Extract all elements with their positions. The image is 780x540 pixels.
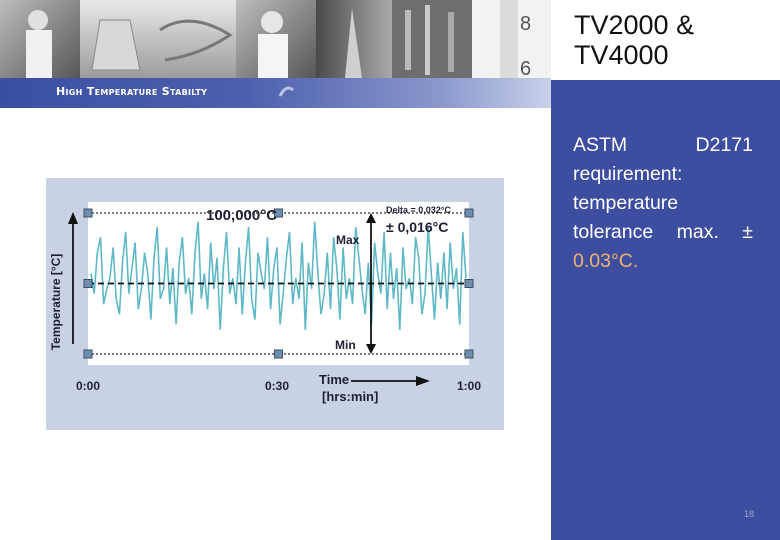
x-axis-unit: [hrs:min] (322, 389, 378, 404)
max-marker (83, 208, 93, 218)
x-axis-arrowhead (416, 376, 430, 386)
svg-text:8: 8 (520, 13, 531, 35)
temperature-trace (90, 221, 467, 330)
section-title: High Temperature Stabilty (56, 85, 208, 98)
temperature-series-line (90, 221, 467, 330)
x-tick-label: 0:30 (265, 379, 289, 393)
product-title: TV2000 & TV4000 (574, 10, 695, 70)
min-marker (274, 349, 283, 359)
temperature-stability-chart: 100,000°C Delta = 0,032°C ± 0,016°C Max … (49, 202, 481, 404)
y-axis-label: Temperature [°C] (49, 254, 63, 351)
min-marker (83, 349, 93, 359)
setpoint-label: 100,000°C (206, 207, 277, 224)
min-marker (464, 349, 474, 359)
tolerance-label: ± 0,016°C (386, 219, 448, 235)
x-tick-label: 0:00 (76, 379, 100, 393)
x-axis-label: Time (319, 372, 349, 387)
max-marker (464, 208, 474, 218)
requirement-tolerance: 0.03°C. (573, 250, 639, 272)
section-title-bar (0, 78, 551, 108)
swirl-logo-icon (278, 86, 294, 97)
requirement-main: ASTM D2171 requirement: temperature tole… (573, 134, 753, 243)
setpoint-marker (83, 279, 93, 288)
requirement-text: ASTM D2171 requirement: temperature tole… (573, 131, 753, 276)
page-number: 18 (744, 509, 755, 519)
content-panel (551, 80, 780, 540)
y-axis-arrowhead (68, 212, 78, 224)
banner-photos: 8 6 (0, 0, 551, 80)
delta-label: Delta = 0,032°C (386, 205, 451, 215)
x-tick-label: 1:00 (457, 379, 481, 393)
header-photo-banner: 8 6 (0, 0, 551, 80)
setpoint-marker (464, 279, 474, 288)
lab-equipment-photo (392, 0, 472, 80)
delta-arrowhead-top (366, 213, 376, 224)
min-label: Min (335, 338, 356, 352)
max-label: Max (336, 233, 360, 247)
max-marker (274, 208, 283, 218)
svg-text:6: 6 (520, 58, 531, 80)
line-markers (83, 208, 474, 359)
delta-arrowhead-bottom (366, 343, 376, 354)
